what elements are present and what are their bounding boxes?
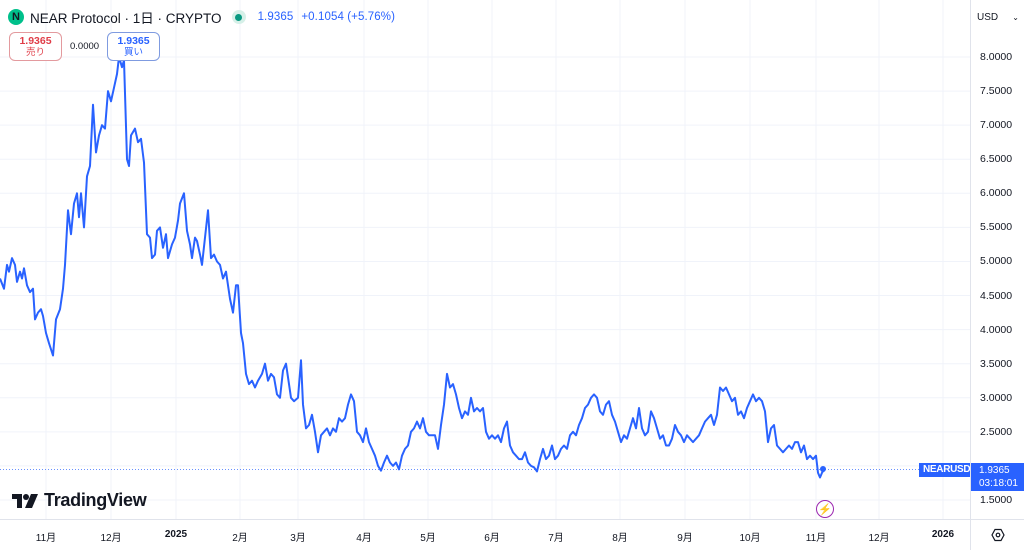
price-tick-label: 5.5000 <box>980 221 1013 234</box>
last-price-dot <box>820 466 826 472</box>
currency-label: USD <box>977 11 999 23</box>
currency-selector[interactable]: USD ⌄ <box>971 6 1024 28</box>
price-tick-label: 3.0000 <box>980 391 1013 404</box>
price-tick-label: 6.0000 <box>980 187 1013 200</box>
time-tick-label: 11月 <box>35 533 57 544</box>
bar-countdown: 03:18:01 <box>979 478 1018 489</box>
time-tick-label: 2月 <box>232 533 248 544</box>
event-lightning-icon[interactable]: ⚡ <box>816 500 834 518</box>
last-price-tag: 1.9365 03:18:01 <box>971 463 1024 491</box>
time-tick-label: 12月 <box>868 533 890 544</box>
price-change: +0.1054 (+5.76%) <box>301 11 396 23</box>
price-tick-label: 4.5000 <box>980 289 1013 302</box>
price-line-chart[interactable] <box>0 0 970 519</box>
settings-hexagon-icon <box>990 528 1005 542</box>
buy-price: 1.9365 <box>117 34 150 47</box>
last-price-tag-value: 1.9365 <box>979 465 1010 476</box>
time-tick-label: 12月 <box>100 533 122 544</box>
price-tick-label: 5.0000 <box>980 255 1013 268</box>
time-tick-label: 8月 <box>612 533 628 544</box>
buy-button[interactable]: 1.9365 買い <box>107 32 161 61</box>
price-tick-label: 3.5000 <box>980 357 1013 370</box>
grid-lines <box>0 0 970 519</box>
price-axis[interactable]: USD ⌄ 8.0000 7.5000 7.0000 6.5000 6.0000 5.50… <box>970 0 1024 519</box>
trade-buttons: 1.9365 売り 0.0000 1.9365 買い <box>9 32 161 61</box>
symbol-price-tag: NEARUSD <box>919 463 975 477</box>
tradingview-wordmark: TradingView <box>44 490 147 510</box>
market-status-icon[interactable] <box>231 10 246 24</box>
time-tick-label: 5月 <box>420 533 436 544</box>
price-line <box>0 56 825 479</box>
time-axis[interactable]: 11月 12月 2025 2月 3月 4月 5月 6月 7月 8月 9月 10月 11月 12月 2026 <box>0 519 970 550</box>
chart-pane[interactable]: N NEAR Protocol · 1日 · CRYPTO 1.9365 +0.… <box>0 0 975 519</box>
price-tick-label: 7.0000 <box>980 119 1013 132</box>
buy-label: 買い <box>124 46 144 58</box>
time-tick-label: 2026 <box>931 529 955 540</box>
time-tick-label: 3月 <box>290 533 306 544</box>
sell-label: 売り <box>25 46 45 58</box>
last-price: 1.9365 <box>257 11 294 23</box>
time-tick-label: 11月 <box>805 533 827 544</box>
sell-button[interactable]: 1.9365 売り <box>9 32 62 61</box>
price-tick-label: 4.0000 <box>980 323 1013 336</box>
spread-value: 0.0000 <box>70 41 100 52</box>
time-tick-label: 9月 <box>677 533 693 544</box>
price-tick-label: 2.5000 <box>980 425 1013 438</box>
price-tick-label: 8.0000 <box>980 51 1013 63</box>
price-tick-label: 7.5000 <box>980 85 1013 98</box>
symbol-legend: N NEAR Protocol · 1日 · CRYPTO 1.9365 +0.… <box>8 7 395 27</box>
sell-price: 1.9365 <box>19 34 52 47</box>
time-tick-label: 4月 <box>356 533 372 544</box>
time-tick-label: 2025 <box>164 529 188 540</box>
tradingview-logo-icon <box>12 493 38 508</box>
tradingview-logo[interactable]: TradingView <box>12 490 147 511</box>
near-logo-icon: N <box>8 9 24 25</box>
price-tick-label: 6.5000 <box>980 153 1013 166</box>
time-tick-label: 6月 <box>484 533 500 544</box>
symbol-title[interactable]: NEAR Protocol · 1日 · CRYPTO <box>30 11 222 26</box>
chevron-down-icon: ⌄ <box>1012 12 1019 22</box>
time-tick-label: 7月 <box>548 533 564 544</box>
price-tick-label: 1.5000 <box>980 494 1013 506</box>
chart-settings-button[interactable] <box>970 519 1024 550</box>
time-tick-label: 10月 <box>739 533 761 544</box>
